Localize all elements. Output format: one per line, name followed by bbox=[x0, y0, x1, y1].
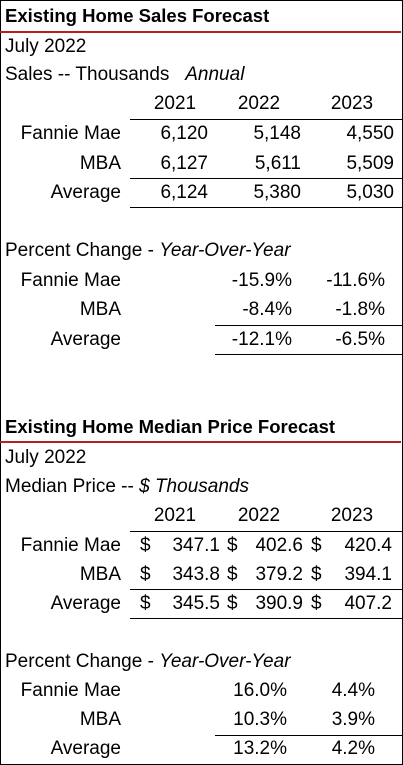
price-pct-cell: 4.4% bbox=[331, 680, 375, 701]
sales-cell: 5,611 bbox=[254, 153, 301, 174]
price-subtitle-prefix: Median Price -- bbox=[5, 476, 140, 497]
sales-pct-cell: -1.8% bbox=[335, 299, 385, 320]
price-title-rule bbox=[0, 441, 401, 443]
sales-pct-bottom-rule bbox=[215, 354, 403, 355]
price-pct-total-rule bbox=[215, 735, 403, 736]
sales-pct-cell: -8.4% bbox=[242, 299, 292, 320]
sales-title: Existing Home Sales Forecast bbox=[5, 5, 270, 26]
price-cell: 343.8 bbox=[172, 564, 220, 585]
price-cell: 420.4 bbox=[344, 535, 392, 556]
sales-pct-cell: -15.9% bbox=[231, 270, 292, 291]
price-pct-italic: Year-Over-Year bbox=[159, 651, 291, 672]
price-pct-row-label: Average bbox=[50, 738, 121, 759]
sales-pct-row-label: Fannie Mae bbox=[20, 270, 121, 291]
price-row-label: Average bbox=[50, 593, 121, 614]
price-year-2023: 2023 bbox=[330, 505, 374, 526]
price-subtitle-italic: $ Thousands bbox=[139, 476, 249, 497]
sales-subtitle-prefix: Sales -- Thousands bbox=[5, 64, 170, 85]
price-pct-cell: 4.2% bbox=[331, 738, 375, 759]
sales-pct-cell: -11.6% bbox=[326, 270, 385, 291]
price-cell: 402.6 bbox=[255, 535, 303, 556]
price-cell: 379.2 bbox=[255, 564, 303, 585]
price-title: Existing Home Median Price Forecast bbox=[5, 416, 336, 437]
sales-row-label: Average bbox=[50, 182, 121, 203]
sales-cell: 6,124 bbox=[160, 182, 208, 203]
sales-subtitle-italic: Annual bbox=[185, 64, 245, 85]
sales-total-rule bbox=[130, 178, 403, 179]
price-currency: $ bbox=[227, 535, 238, 556]
sales-pct-cell: -6.5% bbox=[335, 329, 385, 350]
price-bottom-rule bbox=[130, 618, 403, 619]
sales-pct-total-rule bbox=[215, 325, 403, 326]
price-subtitle: Median Price -- $ Thousands bbox=[5, 476, 249, 498]
sales-cell: 5,509 bbox=[346, 153, 394, 174]
price-cell: 347.1 bbox=[172, 535, 220, 556]
sales-pct-row-label: Average bbox=[50, 329, 121, 350]
price-currency: $ bbox=[311, 564, 322, 585]
price-total-rule bbox=[130, 589, 403, 590]
price-header-rule bbox=[130, 531, 403, 532]
sales-year-2023: 2023 bbox=[330, 93, 374, 114]
price-cell: 407.2 bbox=[344, 593, 392, 614]
price-cell: 394.1 bbox=[344, 564, 392, 585]
price-currency: $ bbox=[311, 535, 322, 556]
price-pct-row-label: MBA bbox=[79, 709, 121, 730]
sales-cell: 5,148 bbox=[253, 123, 301, 144]
sales-cell: 6,120 bbox=[160, 123, 208, 144]
sales-pct-heading: Percent Change - Year-Over-Year bbox=[5, 240, 291, 262]
sales-title-rule bbox=[0, 31, 401, 33]
price-pct-row-label: Fannie Mae bbox=[20, 680, 121, 701]
sales-date: July 2022 bbox=[5, 36, 87, 57]
price-pct-heading: Percent Change - Year-Over-Year bbox=[5, 651, 291, 673]
sales-pct-prefix: Percent Change - bbox=[5, 240, 160, 261]
price-year-2021: 2021 bbox=[153, 505, 197, 526]
price-cell: 390.9 bbox=[255, 593, 303, 614]
sales-cell: 6,127 bbox=[160, 153, 208, 174]
sales-row-label: MBA bbox=[79, 153, 121, 174]
price-currency: $ bbox=[311, 593, 322, 614]
sales-cell: 5,030 bbox=[346, 182, 394, 203]
price-date: July 2022 bbox=[5, 447, 87, 468]
price-currency: $ bbox=[227, 593, 238, 614]
sales-subtitle: Sales -- Thousands Annual bbox=[5, 64, 244, 86]
price-cell: 345.5 bbox=[172, 593, 220, 614]
sales-pct-cell: -12.1% bbox=[231, 329, 292, 350]
price-pct-cell: 10.3% bbox=[233, 709, 287, 730]
price-currency: $ bbox=[140, 564, 151, 585]
price-currency: $ bbox=[227, 564, 238, 585]
price-currency: $ bbox=[140, 535, 151, 556]
sales-cell: 5,380 bbox=[253, 182, 301, 203]
price-pct-cell: 3.9% bbox=[331, 709, 375, 730]
price-currency: $ bbox=[140, 593, 151, 614]
price-row-label: MBA bbox=[79, 564, 121, 585]
price-pct-cell: 13.2% bbox=[233, 738, 287, 759]
sales-year-2022: 2022 bbox=[237, 93, 281, 114]
sales-pct-italic: Year-Over-Year bbox=[159, 240, 291, 261]
sales-year-2021: 2021 bbox=[153, 93, 197, 114]
sales-pct-row-label: MBA bbox=[79, 299, 121, 320]
price-row-label: Fannie Mae bbox=[20, 535, 121, 556]
sales-header-rule bbox=[130, 119, 403, 120]
sales-row-label: Fannie Mae bbox=[20, 123, 121, 144]
sales-bottom-rule bbox=[130, 207, 403, 208]
sales-cell: 4,550 bbox=[346, 123, 394, 144]
price-pct-cell: 16.0% bbox=[233, 680, 287, 701]
price-pct-prefix: Percent Change - bbox=[5, 651, 160, 672]
price-year-2022: 2022 bbox=[237, 505, 281, 526]
